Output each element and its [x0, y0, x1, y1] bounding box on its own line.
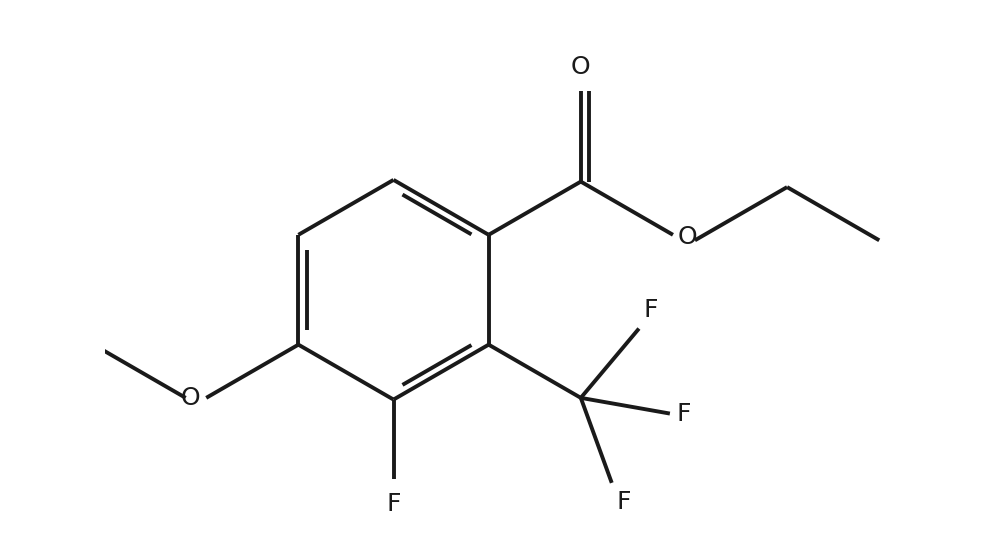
- Text: O: O: [571, 55, 591, 79]
- Text: O: O: [181, 386, 201, 410]
- Text: F: F: [643, 298, 658, 322]
- Text: F: F: [677, 401, 691, 426]
- Text: O: O: [678, 225, 697, 249]
- Text: F: F: [386, 492, 401, 516]
- Text: F: F: [617, 490, 631, 514]
